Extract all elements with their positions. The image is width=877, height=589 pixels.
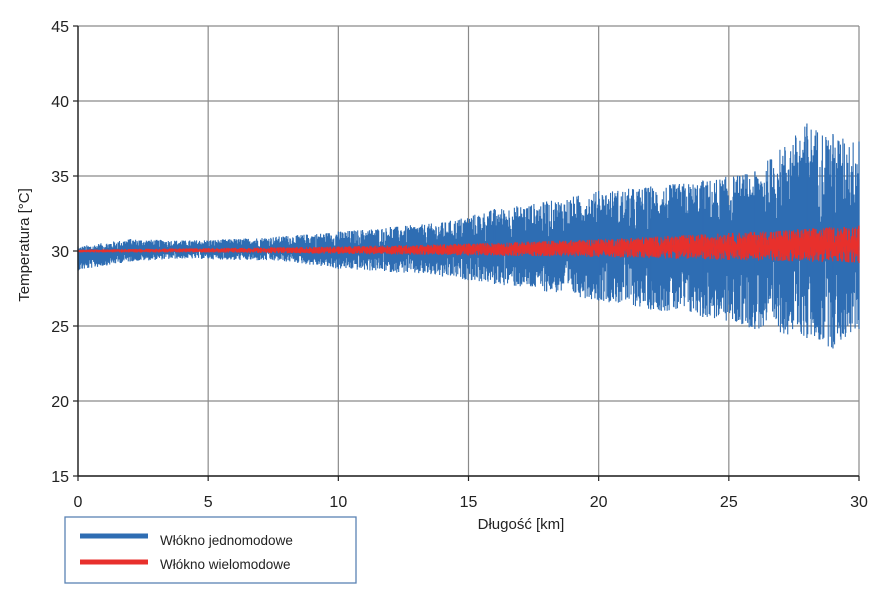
- x-tick-label: 5: [204, 494, 213, 511]
- x-tick-label: 15: [460, 494, 478, 511]
- y-tick-label: 25: [51, 319, 69, 336]
- x-axis-label: Długość [km]: [478, 516, 565, 533]
- y-tick-label: 30: [51, 244, 69, 261]
- x-tick-label: 0: [74, 494, 83, 511]
- legend-box: [64, 516, 357, 584]
- x-tick-label: 25: [720, 494, 738, 511]
- y-tick-label: 15: [51, 469, 69, 486]
- legend-label-single-mode: Włókno jednomodowe: [160, 533, 293, 548]
- y-tick-label: 35: [51, 169, 69, 186]
- axes: 15 20 25 30 35 40 45 0 5 10 15 20 25 30: [51, 19, 868, 511]
- y-tick-label: 40: [51, 94, 69, 111]
- legend-label-multi-mode: Włókno wielomodowe: [160, 557, 291, 572]
- y-axis-label: Temperatura [°C]: [16, 188, 33, 302]
- x-tick-label: 20: [590, 494, 608, 511]
- x-tick-label: 10: [329, 494, 347, 511]
- legend: Włókno jednomodowe Włókno wielomodowe: [64, 516, 357, 584]
- y-tick-label: 20: [51, 394, 69, 411]
- y-tick-label: 45: [51, 19, 69, 36]
- series-layer: [77, 123, 860, 349]
- x-tick-label: 30: [850, 494, 868, 511]
